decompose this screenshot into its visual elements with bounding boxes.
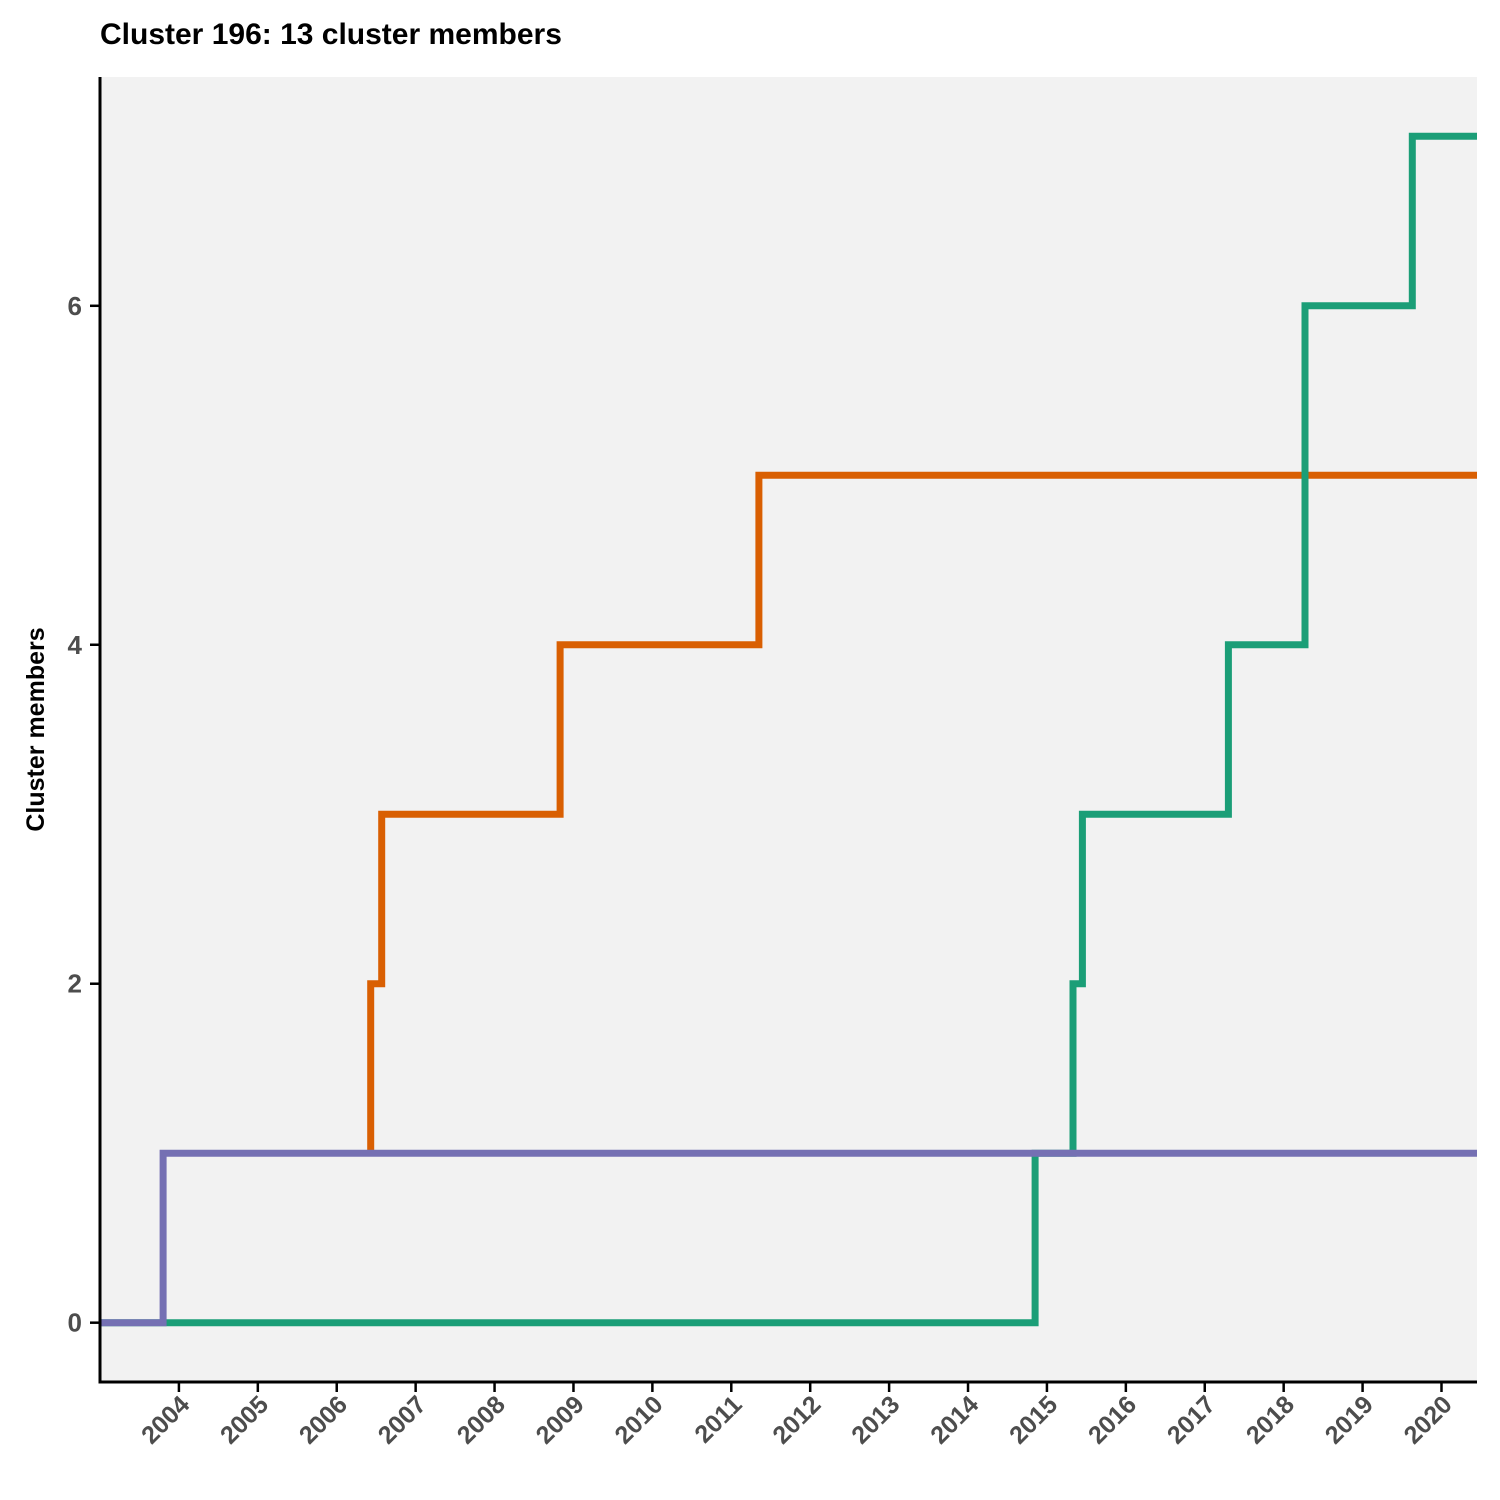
y-tick-label: 6 <box>68 291 82 321</box>
x-tick-label: 2011 <box>689 1390 747 1448</box>
x-tick-label: 2010 <box>609 1390 668 1449</box>
y-tick-label: 4 <box>68 630 83 660</box>
x-tick-label: 2015 <box>1004 1390 1063 1449</box>
x-axis-ticks: 2004 2005 2006 2007 2008 2009 2010 2011 2012 2013… <box>136 1382 1458 1450</box>
y-tick-label: 2 <box>68 969 82 999</box>
series-line-1 <box>367 471 1477 1154</box>
x-tick-label: 2018 <box>1241 1390 1300 1449</box>
x-tick-label: 2013 <box>846 1390 905 1449</box>
x-tick-label: 2009 <box>531 1390 590 1449</box>
plot-background <box>100 77 1477 1382</box>
x-tick-label: 2005 <box>215 1390 274 1449</box>
series-line-3 <box>100 1149 1477 1327</box>
x-tick-label: 2017 <box>1162 1390 1221 1449</box>
x-tick-label: 2016 <box>1083 1390 1142 1449</box>
x-tick-label: 2008 <box>452 1390 511 1449</box>
chart-title: Cluster 196: 13 cluster members <box>100 18 562 51</box>
x-tick-label: 2019 <box>1320 1390 1379 1449</box>
y-tick-label: 0 <box>68 1308 82 1338</box>
x-tick-label: 2004 <box>136 1390 195 1449</box>
y-axis-ticks: 0 2 4 6 <box>68 291 100 1338</box>
x-tick-label: 2006 <box>294 1390 353 1449</box>
x-tick-label: 2007 <box>373 1390 432 1449</box>
x-tick-label: 2014 <box>925 1390 984 1449</box>
series-layer <box>100 132 1477 1327</box>
x-tick-label: 2012 <box>767 1390 826 1449</box>
x-tick-label: 2020 <box>1399 1390 1458 1449</box>
y-axis-title: Cluster members <box>22 627 50 831</box>
